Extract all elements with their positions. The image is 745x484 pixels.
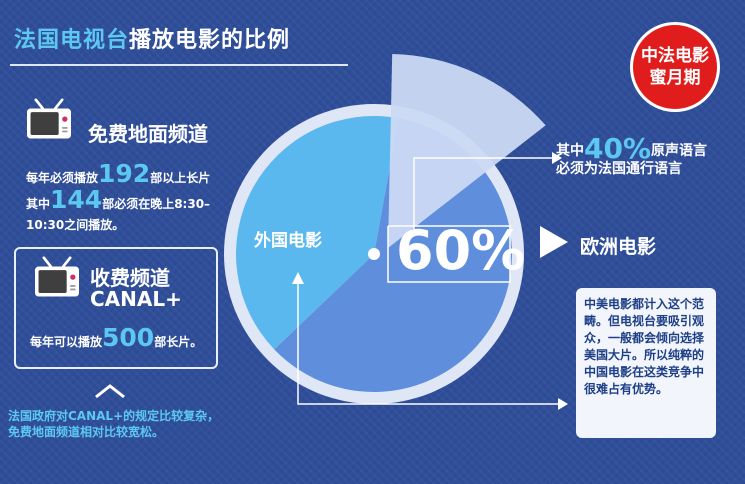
free-channel-heading: 免费地面频道 [88,122,208,146]
free-channel-line-1-pre: 每年必须播放 [26,171,99,185]
pie-slice-foreign [235,115,399,350]
callout-40-pre: 其中 [556,143,584,159]
info-box: 中美电影都计入这个范畴。但电视台要吸引观众，一般都会倾向选择美国大片。所以纯粹的… [576,288,716,438]
arrow-right-icon [552,152,562,164]
free-channel-line-2: 其中144部必须在晚上8:30– [26,185,211,216]
center-label-frame [387,225,511,283]
free-channel-line-2-pre: 其中 [26,197,51,211]
paid-channel-box [14,247,218,369]
arrow-right-icon [540,226,568,258]
arrow-right-icon [558,398,568,410]
callout-40-line-2: 必须为法国通行语言 [556,161,682,177]
slice-label-foreign: 外国电影 [254,231,322,251]
title-part-2: 播放电影的比例 [129,28,291,53]
connector-line-foreign [297,282,560,405]
paid-channel-count-500: 500 [102,323,155,352]
pie-slice-original-language [388,54,546,249]
free-channel-line-3: 10:30之间播放。 [26,218,125,232]
free-channel-line-2-post: 部必须在晚上8:30– [102,197,211,211]
tv-icon [27,98,71,139]
callout-40-percent: 40% [584,132,652,165]
callout-40-post: 原声语言 [651,143,708,159]
page-title: 法国电视台播放电影的比例 [14,22,290,54]
footnote: 法国政府对CANAL+的规定比较复杂， 免费地面频道相对比较宽松。 [8,408,278,440]
badge-line-2: 蜜月期 [649,68,701,88]
free-channel-count-144: 144 [50,185,103,214]
title-divider [10,64,348,66]
chevron-up-icon [95,384,125,399]
connector-line-40 [413,157,552,232]
paid-channel-heading-1: 收费频道 [90,266,170,290]
center-percent-label: 60% [396,219,526,282]
paid-channel-line-pre: 每年可以播放 [30,335,103,349]
callout-40: 其中40%原声语言 必须为法国通行语言 [556,135,708,178]
badge: 中法电影 蜜月期 [630,22,720,112]
free-channel-count-192: 192 [98,159,151,188]
title-part-1: 法国电视台 [14,28,130,53]
paid-channel-line-post: 部长片。 [154,335,203,349]
slice-label-european: 欧洲电影 [580,236,657,258]
free-channel-line-1-post: 部以上长片 [150,171,211,185]
footnote-line-2: 免费地面频道相对比较宽松。 [8,425,165,439]
callout-40-line-1: 其中40%原声语言 [556,135,708,163]
arrow-up-icon [292,272,304,284]
footnote-line-1: 法国政府对CANAL+的规定比较复杂， [8,409,220,423]
badge-line-1: 中法电影 [641,46,709,66]
paid-channel-line: 每年可以播放500部长片。 [30,323,203,354]
tv-icon [35,256,79,297]
center-dot [368,248,380,260]
free-channel-line-1: 每年必须播放192部以上长片 [26,159,211,190]
paid-channel-heading-2: CANAL+ [90,287,182,311]
